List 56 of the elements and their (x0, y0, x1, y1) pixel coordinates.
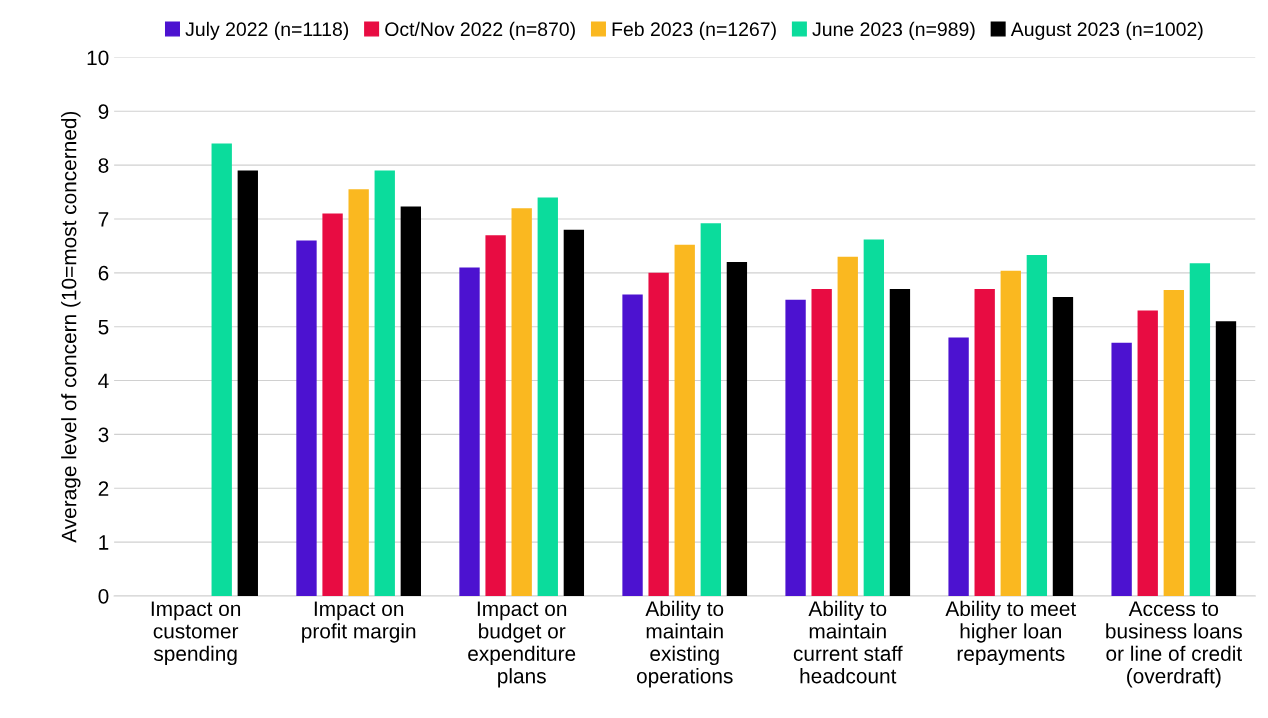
bar (459, 267, 480, 596)
bar (1215, 321, 1237, 596)
legend-label: July 2022 (n=1118) (185, 21, 349, 40)
y-tick-label: 4 (98, 373, 109, 389)
bar (837, 256, 858, 596)
x-tick-label: Impact on profit margin (302, 601, 416, 643)
bar (348, 189, 369, 596)
bar (648, 272, 669, 596)
x-tick-label: Ability to meet higher loan repayments (945, 600, 1077, 666)
bar (948, 337, 969, 596)
bar (785, 299, 806, 596)
y-tick-label: 5 (98, 319, 109, 335)
bar (622, 294, 643, 596)
bar (1189, 263, 1211, 596)
y-axis-title: Average level of concern (10=most concerned) (61, 111, 81, 543)
y-tick-label: 10 (87, 50, 109, 66)
y-tick-label: 2 (98, 481, 109, 496)
bar (974, 288, 995, 596)
y-tick-label: 6 (98, 265, 109, 281)
x-tick-label: Ability to maintain current staff headcount (793, 600, 903, 684)
bar (1163, 290, 1184, 596)
bar (1052, 297, 1074, 596)
bar (863, 239, 885, 596)
bar (400, 206, 421, 596)
x-tick-label: Ability to maintain existing operations (636, 600, 733, 688)
bar (537, 197, 558, 596)
bar (811, 288, 832, 596)
x-tick-label: Impact on budget or expenditure plans (468, 601, 576, 688)
bar (1137, 310, 1158, 596)
bar (485, 235, 506, 596)
bar (889, 288, 911, 596)
bar (511, 208, 532, 596)
y-tick-label: 0 (98, 588, 109, 604)
bar (674, 244, 695, 596)
bar (374, 170, 395, 596)
bar (237, 170, 258, 596)
x-tick-label: Impact on customer spending (151, 601, 241, 666)
bar (726, 262, 748, 596)
y-tick-label: 7 (98, 212, 109, 227)
y-tick-label: 1 (99, 535, 109, 550)
y-tick-label: 9 (98, 104, 109, 120)
bar (1111, 342, 1132, 596)
bar (322, 213, 343, 596)
legend-label: June 2023 (n=989) (812, 21, 975, 40)
bar (1026, 255, 1048, 596)
bar (296, 240, 317, 596)
legend-label: August 2023 (n=1002) (1010, 21, 1203, 40)
bar (700, 223, 721, 596)
bar (211, 143, 232, 596)
legend-label: Feb 2023 (n=1267) (612, 21, 776, 40)
y-tick-label: 8 (98, 158, 109, 173)
x-tick-label: Access to business loans or line of credit (overdraft) (1106, 601, 1242, 688)
bar (563, 229, 585, 596)
y-tick-label: 3 (98, 427, 109, 443)
legend-label: Oct/Nov 2022 (n=870) (385, 21, 575, 40)
bar (1000, 270, 1021, 596)
